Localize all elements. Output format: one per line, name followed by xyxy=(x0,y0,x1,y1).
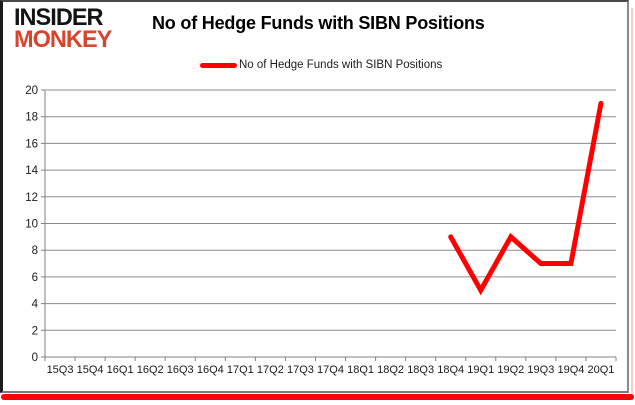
logo-line2: MONKEY xyxy=(14,26,112,54)
y-tick-label: 10 xyxy=(25,219,38,231)
red-right-shadow xyxy=(631,8,633,394)
logo-line1: INSIDER xyxy=(14,4,104,31)
y-tick-label: 4 xyxy=(32,299,39,311)
x-tick-label: 18Q3 xyxy=(407,364,434,376)
line-chart: 0 2 4 6 8 10 12 14 16 18 20 15Q3 15Q4 16Q1 16Q2 16Q3 16Q… xyxy=(25,85,617,376)
x-tick-label: 17Q4 xyxy=(317,364,344,376)
x-tick-label: 15Q4 xyxy=(77,364,104,376)
y-tick-label: 16 xyxy=(25,138,38,150)
x-tick-label: 19Q1 xyxy=(467,364,494,376)
y-tick-label: 6 xyxy=(32,272,38,284)
x-tick-label: 15Q3 xyxy=(47,364,74,376)
x-tick-label: 19Q4 xyxy=(557,364,584,376)
y-tick-label: 20 xyxy=(25,85,38,97)
x-tick-label: 18Q1 xyxy=(347,364,374,376)
legend-label: No of Hedge Funds with SIBN Positions xyxy=(239,59,443,71)
y-tick-label: 2 xyxy=(32,325,38,337)
y-tick-label: 18 xyxy=(25,112,38,124)
x-tick-label: 17Q3 xyxy=(287,364,314,376)
x-tick-label: 16Q1 xyxy=(107,364,134,376)
chart-widget: INSIDER MONKEY No of Hedge Funds with SI… xyxy=(0,0,629,393)
x-tick-label: 16Q2 xyxy=(137,364,164,376)
x-tick-label: 16Q3 xyxy=(167,364,194,376)
legend-line-swatch xyxy=(200,62,237,68)
x-tick-label: 16Q4 xyxy=(197,364,224,376)
y-tick-label: 14 xyxy=(25,165,38,177)
insider-monkey-logo: INSIDER MONKEY xyxy=(14,4,112,54)
x-tick-label: 17Q2 xyxy=(257,364,284,376)
x-tick-label: 18Q4 xyxy=(437,364,464,376)
x-tick-label: 17Q1 xyxy=(227,364,254,376)
y-tick-label: 0 xyxy=(32,352,38,364)
y-tick-label: 12 xyxy=(25,192,38,204)
y-tick-label: 8 xyxy=(32,245,38,257)
x-tick-label: 20Q1 xyxy=(588,364,615,376)
x-tick-label: 19Q2 xyxy=(497,364,524,376)
chart-title: No of Hedge Funds with SIBN Positions xyxy=(152,13,485,33)
legend: No of Hedge Funds with SIBN Positions xyxy=(200,59,442,71)
red-bottom-shadow xyxy=(1,394,634,400)
x-tick-label: 19Q3 xyxy=(527,364,554,376)
x-tick-label: 18Q2 xyxy=(377,364,404,376)
series-line xyxy=(448,100,604,296)
